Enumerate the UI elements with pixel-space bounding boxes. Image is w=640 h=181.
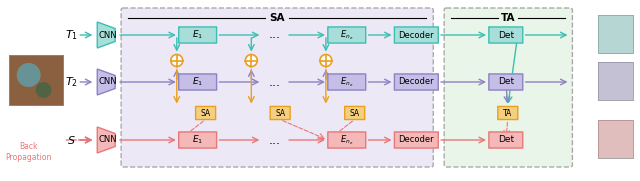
Text: TA: TA — [501, 13, 516, 23]
Circle shape — [320, 54, 332, 66]
Text: $E_{n_e}$: $E_{n_e}$ — [340, 133, 353, 147]
Circle shape — [245, 54, 257, 66]
Circle shape — [171, 54, 183, 66]
FancyBboxPatch shape — [9, 55, 63, 105]
Text: Det: Det — [498, 31, 514, 39]
FancyBboxPatch shape — [179, 27, 216, 43]
FancyBboxPatch shape — [196, 106, 216, 119]
FancyBboxPatch shape — [394, 132, 438, 148]
FancyBboxPatch shape — [179, 74, 216, 90]
Text: $E_{n_e}$: $E_{n_e}$ — [340, 75, 353, 89]
FancyBboxPatch shape — [598, 15, 633, 53]
Bar — [598, 62, 633, 100]
Text: $S$: $S$ — [67, 134, 76, 146]
Bar — [598, 120, 633, 158]
FancyBboxPatch shape — [179, 132, 216, 148]
Text: $E_1$: $E_1$ — [192, 29, 204, 41]
Polygon shape — [97, 127, 115, 153]
Text: SA: SA — [275, 108, 285, 117]
FancyBboxPatch shape — [345, 106, 365, 119]
FancyBboxPatch shape — [328, 74, 365, 90]
Text: Back
Propagation: Back Propagation — [6, 142, 52, 162]
Text: CNN: CNN — [99, 136, 118, 144]
FancyBboxPatch shape — [328, 27, 365, 43]
FancyBboxPatch shape — [328, 132, 365, 148]
Text: $E_{n_e}$: $E_{n_e}$ — [340, 28, 353, 42]
Bar — [9, 55, 63, 105]
FancyBboxPatch shape — [489, 132, 523, 148]
Polygon shape — [97, 22, 115, 48]
FancyBboxPatch shape — [489, 74, 523, 90]
FancyBboxPatch shape — [394, 74, 438, 90]
Text: $E_1$: $E_1$ — [192, 76, 204, 88]
Text: CNN: CNN — [99, 31, 118, 39]
Text: ...: ... — [268, 134, 280, 146]
Text: SA: SA — [269, 13, 285, 23]
Bar — [598, 15, 633, 53]
Circle shape — [17, 63, 40, 87]
Text: ...: ... — [268, 28, 280, 41]
Text: SA: SA — [349, 108, 360, 117]
Polygon shape — [97, 69, 115, 95]
FancyBboxPatch shape — [394, 27, 438, 43]
FancyBboxPatch shape — [598, 120, 633, 158]
Text: $T_1$: $T_1$ — [65, 28, 78, 42]
FancyBboxPatch shape — [498, 106, 518, 119]
FancyBboxPatch shape — [444, 8, 572, 167]
Text: TA: TA — [503, 108, 513, 117]
Text: ...: ... — [268, 75, 280, 89]
Text: Decoder: Decoder — [399, 136, 434, 144]
FancyBboxPatch shape — [598, 62, 633, 100]
Text: $E_1$: $E_1$ — [192, 134, 204, 146]
FancyBboxPatch shape — [121, 8, 433, 167]
FancyBboxPatch shape — [270, 106, 290, 119]
Text: Det: Det — [498, 136, 514, 144]
Text: SA: SA — [200, 108, 211, 117]
FancyBboxPatch shape — [489, 27, 523, 43]
Text: CNN: CNN — [99, 77, 118, 87]
Text: Det: Det — [498, 77, 514, 87]
Text: Decoder: Decoder — [399, 31, 434, 39]
Text: Decoder: Decoder — [399, 77, 434, 87]
Text: $T_2$: $T_2$ — [65, 75, 78, 89]
Circle shape — [36, 82, 52, 98]
